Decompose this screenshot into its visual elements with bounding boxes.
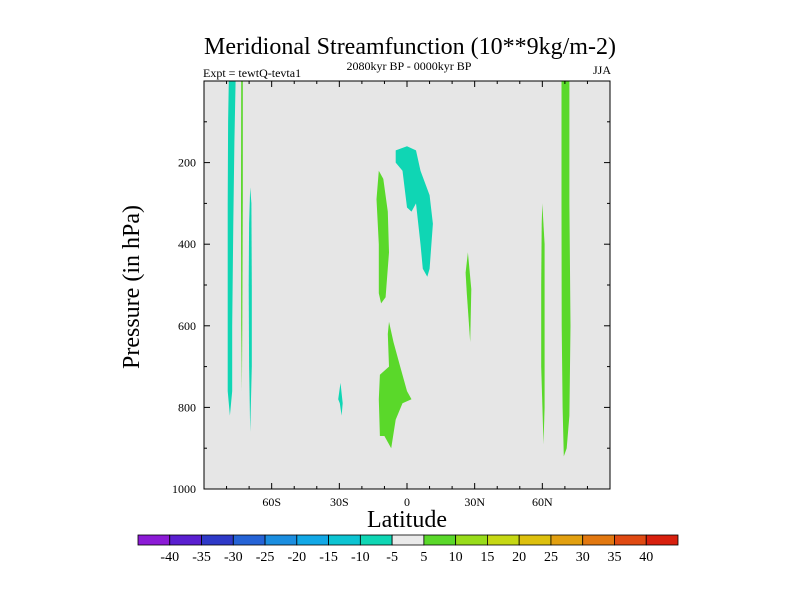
y-tick-label: 1000 xyxy=(172,482,196,496)
colorbar-label: 40 xyxy=(639,550,653,565)
colorbar-label: 10 xyxy=(449,550,463,565)
right-subtitle: JJA xyxy=(593,63,611,77)
contour-region-nh-high-lat-pos-column xyxy=(561,81,571,457)
contour-region-nh-midlat-pos-strip xyxy=(541,203,545,445)
colorbar-label: -10 xyxy=(351,550,370,565)
y-tick-label: 400 xyxy=(178,237,196,251)
contour-region-sh-midlat-neg-strip xyxy=(248,187,252,432)
colorbar-label: -20 xyxy=(287,550,306,565)
colorbar-swatch xyxy=(582,534,615,546)
left-subtitle: Expt = tewtQ-tevta1 xyxy=(203,66,301,80)
contour-region-nh-subtropics-pos xyxy=(465,252,472,343)
contour-region-sh-thin-pos-strip xyxy=(241,81,243,392)
x-axis-label: Latitude xyxy=(367,507,447,533)
colorbar-swatch xyxy=(391,534,425,546)
contour-region-tropical-upper-pos xyxy=(376,170,389,304)
contour-regions xyxy=(227,81,571,457)
axis-ticks: 60S 30S 0 30N 60N 200 400 600 800 1000 xyxy=(172,81,610,509)
colorbar-swatch xyxy=(518,534,552,546)
y-tick-label: 800 xyxy=(178,400,196,414)
colorbar-swatch xyxy=(645,534,679,546)
contour-region-sh-subtropics-small-neg xyxy=(338,382,343,416)
colorbar-swatch xyxy=(487,534,520,546)
y-tick-label: 600 xyxy=(178,319,196,333)
colorbar-label: -25 xyxy=(256,550,275,565)
colorbar-swatch xyxy=(423,534,457,546)
x-tick-label: 30S xyxy=(330,495,349,509)
colorbar-swatch xyxy=(550,534,584,546)
colorbar-swatch xyxy=(232,534,266,546)
colorbar-swatch xyxy=(169,534,202,546)
colorbar-swatch xyxy=(201,534,234,546)
center-subtitle: 2080kyr BP - 0000kyr BP xyxy=(347,59,472,73)
colorbar-swatch xyxy=(264,534,298,546)
colorbar-label: -30 xyxy=(224,550,243,565)
colorbar-swatch xyxy=(328,534,361,546)
x-tick-label: 30N xyxy=(464,495,485,509)
x-tick-label: 60S xyxy=(262,495,281,509)
colorbar-swatch xyxy=(455,534,488,546)
colorbar-label: 30 xyxy=(576,550,590,565)
contour-region-tropical-lower-pos xyxy=(378,321,412,449)
contour-region-sh-high-lat-neg-column xyxy=(227,81,236,416)
colorbar-label: -5 xyxy=(386,550,398,565)
colorbar-label: -35 xyxy=(192,550,211,565)
chart-title: Meridional Streamfunction (10**9kg/m-2) xyxy=(204,34,616,60)
colorbar-swatch xyxy=(137,534,171,546)
colorbar-label: 25 xyxy=(544,550,558,565)
plot-area xyxy=(204,81,610,489)
colorbar-label: 35 xyxy=(607,550,621,565)
colorbar-label: 15 xyxy=(480,550,494,565)
colorbar-label: -40 xyxy=(160,550,179,565)
colorbar-label: -15 xyxy=(319,550,338,565)
colorbar-swatch xyxy=(296,534,329,546)
colorbar-label: 5 xyxy=(420,550,427,565)
colorbar-swatch xyxy=(359,534,393,546)
colorbar-label: 20 xyxy=(512,550,526,565)
x-tick-label: 60N xyxy=(532,495,553,509)
x-tick-label: 0 xyxy=(404,495,410,509)
contour-region-equatorial-upper-neg xyxy=(395,146,433,277)
y-axis-label: Pressure (in hPa) xyxy=(119,205,145,369)
y-tick-label: 200 xyxy=(178,156,196,170)
colorbar-swatch xyxy=(614,534,647,546)
colorbar: -40 -35 -30 -25 -20 -15 -10 -5 5 10 15 20 25 30 35 40 xyxy=(137,534,679,565)
